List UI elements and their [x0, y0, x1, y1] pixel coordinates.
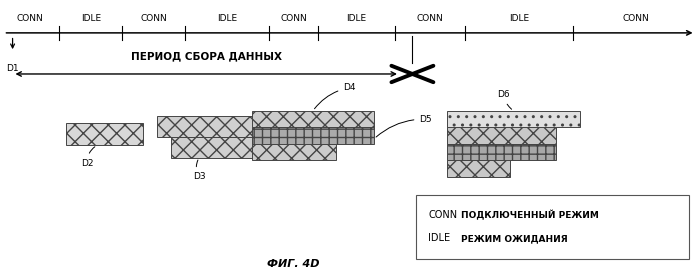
- Bar: [447, 127, 556, 144]
- Text: D6: D6: [497, 90, 512, 109]
- Bar: [157, 116, 255, 137]
- Bar: [447, 111, 580, 127]
- Text: CONN: CONN: [428, 210, 458, 220]
- Bar: [252, 127, 374, 144]
- Bar: [66, 123, 143, 145]
- Text: IDLE: IDLE: [347, 14, 366, 23]
- Text: CONN: CONN: [140, 14, 167, 23]
- Bar: [171, 137, 255, 158]
- Text: CONN: CONN: [417, 14, 443, 23]
- Text: D1: D1: [6, 64, 19, 73]
- Text: ФИГ. 4D: ФИГ. 4D: [267, 259, 320, 269]
- Text: D4: D4: [315, 83, 356, 109]
- Text: IDLE: IDLE: [217, 14, 237, 23]
- Text: ПЕРИОД СБОРА ДАННЫХ: ПЕРИОД СБОРА ДАННЫХ: [131, 52, 282, 62]
- Bar: [447, 160, 510, 177]
- Bar: [252, 144, 336, 160]
- Text: CONN: CONN: [623, 14, 649, 23]
- Text: CONN: CONN: [280, 14, 307, 23]
- Text: ПОДКЛЮЧЕННЫЙ РЕЖИМ: ПОДКЛЮЧЕННЫЙ РЕЖИМ: [461, 210, 599, 220]
- Text: РЕЖИМ ОЖИДАНИЯ: РЕЖИМ ОЖИДАНИЯ: [461, 234, 568, 243]
- Text: IDLE: IDLE: [509, 14, 529, 23]
- FancyBboxPatch shape: [416, 195, 689, 259]
- Text: CONN: CONN: [16, 14, 43, 23]
- Text: D5: D5: [376, 115, 432, 137]
- Bar: [447, 144, 556, 160]
- Text: IDLE: IDLE: [428, 233, 451, 243]
- Text: IDLE: IDLE: [81, 14, 101, 23]
- Text: D2: D2: [81, 147, 95, 167]
- Bar: [252, 111, 374, 127]
- Text: D3: D3: [193, 160, 206, 181]
